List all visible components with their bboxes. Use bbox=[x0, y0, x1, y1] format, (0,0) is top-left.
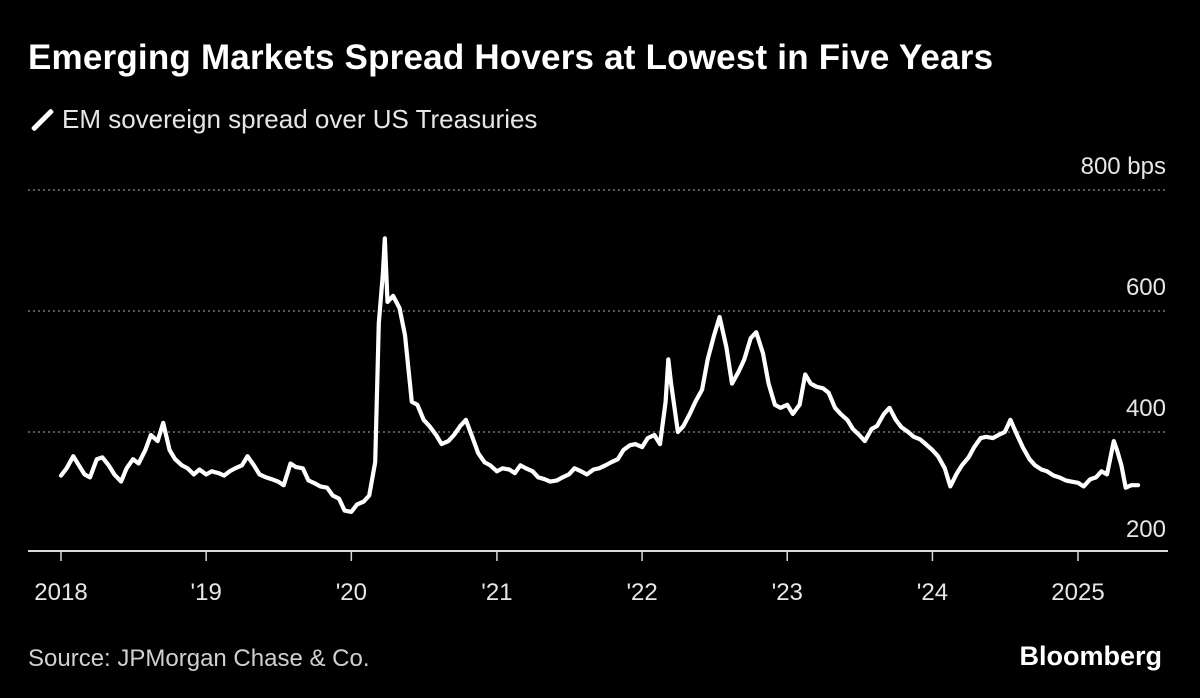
y-axis-labels: 800 bps 600 400 200 bbox=[1081, 153, 1166, 543]
y-tick-label: 200 bbox=[1126, 516, 1166, 543]
y-tick-label: 800 bps bbox=[1081, 153, 1166, 180]
source-note: Source: JPMorgan Chase & Co. bbox=[28, 645, 370, 672]
x-tick-label: '23 bbox=[772, 579, 803, 606]
series-group bbox=[58, 236, 1141, 514]
legend-label: EM sovereign spread over US Treasuries bbox=[62, 104, 538, 134]
x-tick-label: '21 bbox=[481, 579, 512, 606]
bloomberg-logo: Bloomberg bbox=[1019, 641, 1162, 671]
x-tick-label: '19 bbox=[191, 579, 222, 606]
chart-title: Emerging Markets Spread Hovers at Lowest… bbox=[28, 38, 994, 77]
series-line-0 bbox=[58, 236, 1141, 514]
gridlines bbox=[28, 189, 1168, 433]
x-tick-label: '24 bbox=[917, 579, 948, 606]
x-axis: 2018 '19 '20 '21 '22 '23 '24 2025 bbox=[28, 550, 1168, 606]
legend: EM sovereign spread over US Treasuries bbox=[30, 104, 537, 135]
x-tick-label: 2018 bbox=[34, 579, 87, 606]
x-tick-label: '22 bbox=[626, 579, 657, 606]
x-tick-label: '20 bbox=[336, 579, 367, 606]
y-tick-label: 400 bbox=[1126, 395, 1166, 422]
y-tick-label: 600 bbox=[1126, 274, 1166, 301]
x-tick-label: 2025 bbox=[1051, 579, 1104, 606]
